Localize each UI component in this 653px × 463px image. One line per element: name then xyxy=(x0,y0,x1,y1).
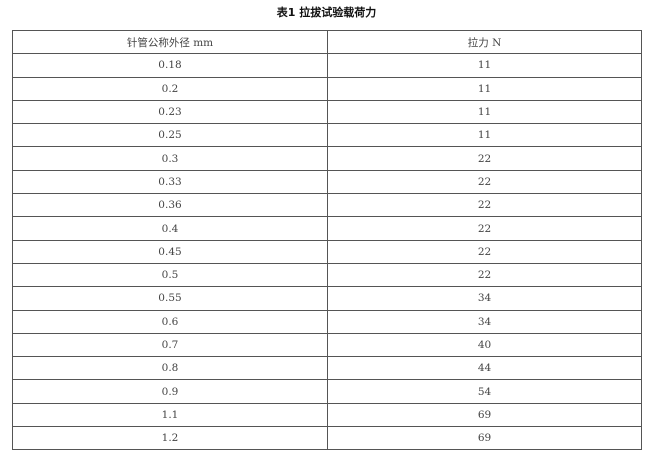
table-row: 0.25 11 xyxy=(12,123,642,148)
pull-force-cell: 34 xyxy=(327,309,642,334)
table-title: 表1 拉拔试验载荷力 xyxy=(276,6,377,19)
table-row: 0.36 22 xyxy=(12,193,642,218)
table-row: 0.45 22 xyxy=(12,239,642,264)
pull-force-cell: 22 xyxy=(327,146,642,171)
table-row: 1.1 69 xyxy=(12,402,642,428)
outer-diameter-cell: 0.9 xyxy=(12,379,328,404)
pull-force-cell: 22 xyxy=(327,193,642,218)
pull-force-cell: 11 xyxy=(327,76,642,101)
outer-diameter-cell: 0.7 xyxy=(12,332,328,358)
outer-diameter-cell: 0.23 xyxy=(12,99,328,125)
pull-force-cell: 40 xyxy=(327,332,642,358)
outer-diameter-cell: 0.3 xyxy=(12,146,328,171)
table-row: 0.4 22 xyxy=(12,216,642,241)
outer-diameter-cell: 0.4 xyxy=(12,216,328,241)
pull-force-cell: 34 xyxy=(327,286,642,311)
table-row: 0.6 34 xyxy=(12,309,642,334)
header-outer-diameter: 针管公称外径 mm xyxy=(12,29,328,55)
pull-force-cell: 11 xyxy=(327,53,642,78)
table-row: 0.2 11 xyxy=(12,76,642,101)
header-pull-force: 拉力 N xyxy=(327,29,642,55)
outer-diameter-cell: 0.5 xyxy=(12,262,328,288)
outer-diameter-cell: 0.33 xyxy=(12,169,328,195)
pull-force-cell: 54 xyxy=(327,379,642,404)
pull-force-cell: 22 xyxy=(327,262,642,288)
pull-force-cell: 22 xyxy=(327,239,642,264)
table-row: 1.2 69 xyxy=(12,426,642,451)
outer-diameter-cell: 1.2 xyxy=(12,426,328,451)
table-row: 0.8 44 xyxy=(12,356,642,381)
outer-diameter-cell: 1.1 xyxy=(12,402,328,428)
outer-diameter-cell: 0.8 xyxy=(12,356,328,381)
table-header-row: 针管公称外径 mm 拉力 N xyxy=(12,29,642,55)
table-row: 0.9 54 xyxy=(12,379,642,404)
outer-diameter-cell: 0.6 xyxy=(12,309,328,334)
pull-force-cell: 69 xyxy=(327,402,642,428)
outer-diameter-cell: 0.18 xyxy=(12,53,328,78)
pull-force-cell: 22 xyxy=(327,216,642,241)
pull-force-cell: 44 xyxy=(327,356,642,381)
table-row: 0.3 22 xyxy=(12,146,642,171)
pull-force-cell: 69 xyxy=(327,426,642,451)
pull-force-cell: 22 xyxy=(327,169,642,195)
table-row: 0.18 11 xyxy=(12,53,642,78)
outer-diameter-cell: 0.45 xyxy=(12,239,328,264)
outer-diameter-cell: 0.36 xyxy=(12,193,328,218)
table-row: 0.7 40 xyxy=(12,332,642,358)
table-row: 0.5 22 xyxy=(12,262,642,288)
pull-force-table: 针管公称外径 mm 拉力 N 0.18 11 0.2 11 0.23 11 0.25 11 0.… xyxy=(12,29,642,451)
outer-diameter-cell: 0.55 xyxy=(12,286,328,311)
pull-force-cell: 11 xyxy=(327,123,642,148)
table-row: 0.33 22 xyxy=(12,169,642,195)
pull-force-cell: 11 xyxy=(327,99,642,125)
table-row: 0.55 34 xyxy=(12,286,642,311)
outer-diameter-cell: 0.25 xyxy=(12,123,328,148)
table-row: 0.23 11 xyxy=(12,99,642,125)
outer-diameter-cell: 0.2 xyxy=(12,76,328,101)
